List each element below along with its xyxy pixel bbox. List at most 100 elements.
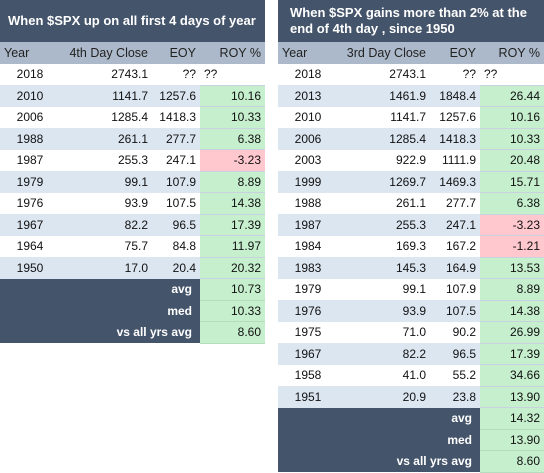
year-cell: 2010	[278, 106, 338, 128]
table-row: 2003 922.9 1111.9 20.48	[278, 149, 544, 172]
right-table: Year 3rd Day Close EOY ROY % 2018 2743.1?…	[278, 42, 544, 473]
close-cell: 20.9	[338, 386, 430, 408]
year-cell: 2003	[278, 149, 338, 171]
year-cell: 1950	[0, 257, 60, 279]
close-cell: 41.0	[338, 364, 430, 386]
summary-label: avg	[0, 278, 200, 300]
table-row: 1984 169.3 167.2 -1.21	[278, 235, 544, 258]
roy-cell: 20.48	[480, 149, 544, 172]
close-cell: 1285.4	[338, 128, 430, 150]
table-row: 1987 255.3 247.1 -3.23	[0, 149, 265, 172]
roy-cell: 14.38	[480, 300, 544, 322]
summary-value: 8.60	[200, 321, 265, 344]
summary-label: vs all yrs avg	[0, 321, 200, 343]
eoy-cell: 84.8	[152, 235, 200, 257]
summary-value: 10.33	[200, 300, 265, 322]
year-cell: 1976	[0, 192, 60, 214]
roy-cell: 20.32	[200, 257, 265, 279]
column-header-close: 4th Day Close	[60, 42, 152, 64]
roy-cell: 26.99	[480, 321, 544, 344]
table-row: 1976 93.9 107.5 14.38	[0, 192, 265, 215]
year-cell: 2006	[278, 128, 338, 150]
roy-cell: 17.39	[480, 343, 544, 365]
year-cell: 2010	[0, 85, 60, 107]
eoy-cell: 167.2	[430, 235, 480, 257]
eoy-cell: 107.9	[152, 171, 200, 193]
eoy-cell: 1257.6	[430, 106, 480, 128]
table-row: 1976 93.9 107.5 14.38	[278, 300, 544, 322]
close-cell: 169.3	[338, 235, 430, 257]
close-cell: 82.2	[60, 214, 152, 236]
year-cell: 1979	[278, 278, 338, 300]
eoy-cell: 1418.3	[430, 128, 480, 150]
roy-cell: -3.23	[480, 214, 544, 236]
roy-cell: 10.33	[480, 128, 544, 150]
summary-value: 8.60	[480, 450, 544, 473]
table-row: 1951 20.9 23.8 13.90	[278, 386, 544, 408]
close-cell: 261.1	[60, 128, 152, 150]
close-cell: 75.7	[60, 235, 152, 257]
table-row: 1958 41.0 55.2 34.66	[278, 364, 544, 387]
table-row: 2010 1141.7 1257.6 10.16	[0, 85, 265, 107]
summary-label: med	[0, 300, 200, 322]
left-table-body: Year 4th Day Close EOY ROY % 2018 2743.1?…	[0, 42, 265, 344]
roy-cell: ??	[480, 63, 544, 86]
eoy-cell: 1257.6	[152, 85, 200, 107]
year-cell: 1983	[278, 257, 338, 279]
eoy-cell: ??	[152, 63, 200, 85]
eoy-cell: ??	[430, 63, 480, 85]
year-cell: 2013	[278, 85, 338, 107]
table-row: 2018 2743.1????	[278, 63, 544, 86]
left-header-row: Year 4th Day Close EOY ROY %	[0, 42, 265, 64]
year-cell: 1988	[0, 128, 60, 150]
year-cell: 1976	[278, 300, 338, 322]
roy-cell: 13.53	[480, 257, 544, 279]
year-cell: 1951	[278, 386, 338, 408]
table-row: 1979 99.1 107.9 8.89	[0, 171, 265, 193]
roy-cell: 8.89	[200, 171, 265, 193]
close-cell: 99.1	[338, 278, 430, 300]
table-row: 2010 1141.7 1257.6 10.16	[278, 106, 544, 129]
eoy-cell: 20.4	[152, 257, 200, 279]
close-cell: 145.3	[338, 257, 430, 279]
eoy-cell: 247.1	[152, 149, 200, 171]
eoy-cell: 1111.9	[430, 149, 480, 171]
table-row: 1988 261.1 277.7 6.38	[0, 128, 265, 150]
year-cell: 1964	[0, 235, 60, 257]
year-cell: 1987	[0, 149, 60, 171]
table-row: 2006 1285.4 1418.3 10.33	[0, 106, 265, 129]
column-header-year: Year	[0, 42, 60, 64]
roy-cell: 10.16	[200, 85, 265, 107]
close-cell: 1461.9	[338, 85, 430, 107]
year-cell: 1988	[278, 192, 338, 214]
right-header-row: Year 3rd Day Close EOY ROY %	[278, 42, 544, 64]
close-cell: 261.1	[338, 192, 430, 214]
table-row: 2018 2743.1????	[0, 63, 265, 86]
roy-cell: 26.44	[480, 85, 544, 107]
eoy-cell: 277.7	[430, 192, 480, 214]
roy-cell: 10.16	[480, 106, 544, 129]
summary-value: 13.90	[480, 429, 544, 451]
year-cell: 1979	[0, 171, 60, 193]
roy-cell: 10.33	[200, 106, 265, 129]
close-cell: 1141.7	[60, 85, 152, 107]
table-row: 1988 261.1 277.7 6.38	[278, 192, 544, 215]
eoy-cell: 96.5	[152, 214, 200, 236]
roy-cell: 6.38	[480, 192, 544, 215]
year-cell: 1975	[278, 321, 338, 343]
close-cell: 1285.4	[60, 106, 152, 128]
year-cell: 2006	[0, 106, 60, 128]
table-row: 1964 75.7 84.8 11.97	[0, 235, 265, 258]
roy-cell: 34.66	[480, 364, 544, 387]
left-table-title: When $SPX up on all first 4 days of year	[0, 0, 265, 42]
summary-label: avg	[278, 407, 480, 429]
close-cell: 93.9	[338, 300, 430, 322]
eoy-cell: 55.2	[430, 364, 480, 386]
column-header-close: 3rd Day Close	[338, 42, 430, 64]
table-row: 1975 71.0 90.2 26.99	[278, 321, 544, 344]
eoy-cell: 247.1	[430, 214, 480, 236]
column-header-eoy: EOY	[430, 42, 480, 64]
eoy-cell: 164.9	[430, 257, 480, 279]
eoy-cell: 96.5	[430, 343, 480, 365]
table-row: 2006 1285.4 1418.3 10.33	[278, 128, 544, 150]
